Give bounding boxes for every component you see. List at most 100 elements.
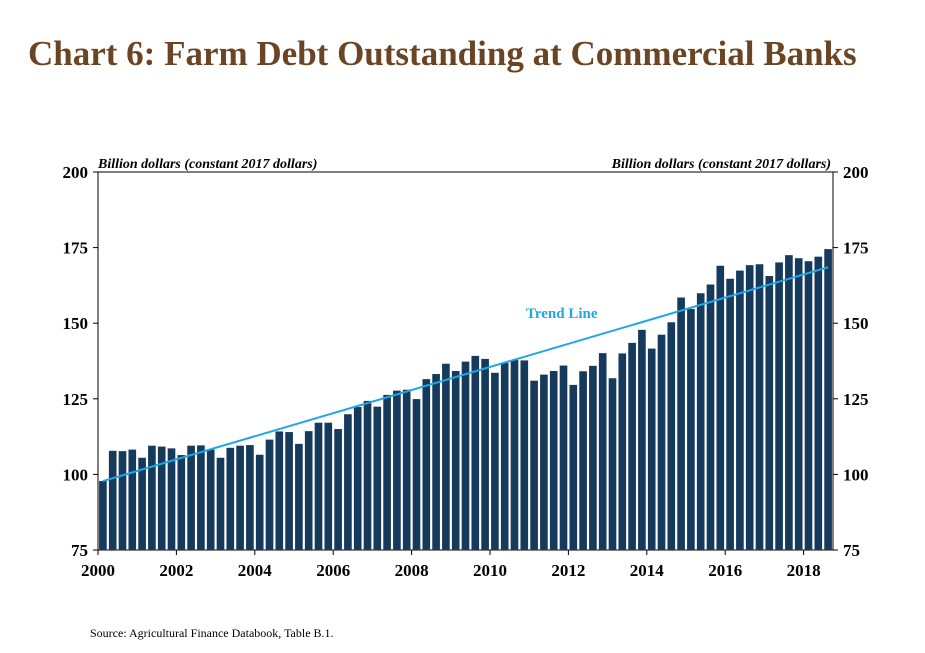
bar bbox=[412, 399, 421, 550]
y-tick-label-left: 200 bbox=[63, 163, 89, 182]
bar bbox=[647, 348, 656, 550]
y-tick-label-left: 100 bbox=[63, 465, 89, 484]
bar bbox=[216, 457, 225, 550]
bar bbox=[383, 394, 391, 550]
bar bbox=[569, 384, 578, 550]
y-tick-label-right: 150 bbox=[843, 314, 869, 333]
bar bbox=[775, 262, 783, 550]
x-tick-label: 2000 bbox=[81, 561, 115, 580]
bar bbox=[148, 445, 156, 550]
bar bbox=[481, 358, 489, 550]
bar bbox=[324, 422, 333, 550]
bar bbox=[461, 361, 470, 550]
bar bbox=[108, 450, 117, 550]
x-tick-label: 2008 bbox=[395, 561, 429, 580]
bar bbox=[716, 265, 725, 550]
bar bbox=[363, 400, 372, 550]
bar bbox=[618, 353, 627, 550]
x-tick-label: 2012 bbox=[551, 561, 585, 580]
bar bbox=[255, 454, 264, 550]
y-tick-label-left: 150 bbox=[63, 314, 89, 333]
trend-line bbox=[102, 266, 829, 483]
y-tick-label-right: 200 bbox=[843, 163, 869, 182]
y-tick-label-right: 175 bbox=[843, 239, 869, 258]
x-tick-label: 2002 bbox=[159, 561, 193, 580]
x-tick-label: 2006 bbox=[316, 561, 350, 580]
bar bbox=[265, 439, 274, 550]
bar bbox=[824, 249, 832, 551]
bar bbox=[334, 429, 342, 550]
bar bbox=[314, 422, 323, 550]
chart-title: Chart 6: Farm Debt Outstanding at Commer… bbox=[28, 34, 857, 73]
bar bbox=[344, 414, 352, 550]
y-tick-label-left: 75 bbox=[71, 541, 88, 560]
bar bbox=[471, 355, 480, 550]
bar bbox=[579, 371, 587, 550]
bar bbox=[530, 380, 538, 550]
bar bbox=[510, 360, 519, 550]
bar bbox=[785, 255, 793, 550]
bar bbox=[559, 365, 568, 550]
bar bbox=[500, 362, 509, 550]
x-tick-label: 2016 bbox=[708, 561, 742, 580]
bar bbox=[442, 363, 450, 550]
bar bbox=[393, 390, 401, 550]
bar bbox=[138, 457, 146, 550]
bar bbox=[226, 447, 235, 550]
bar bbox=[706, 284, 715, 550]
bar bbox=[520, 360, 529, 550]
bar bbox=[373, 406, 382, 550]
bar bbox=[422, 379, 431, 550]
bar bbox=[402, 389, 411, 550]
bar bbox=[638, 329, 646, 550]
x-tick-label: 2010 bbox=[473, 561, 507, 580]
x-tick-label: 2018 bbox=[787, 561, 821, 580]
x-tick-label: 2014 bbox=[630, 561, 665, 580]
bar bbox=[598, 353, 607, 550]
bar bbox=[696, 293, 705, 550]
axis-ticks: 75 75 100 100 125 125 150 150 175 175 200 200 2000 20… bbox=[63, 163, 869, 580]
bar bbox=[667, 322, 676, 550]
bar bbox=[628, 342, 636, 550]
bar bbox=[157, 446, 166, 550]
bar bbox=[118, 451, 127, 550]
bar bbox=[657, 334, 666, 550]
y-tick-label-left: 175 bbox=[63, 239, 89, 258]
y-tick-label-right: 75 bbox=[843, 541, 860, 560]
bar bbox=[236, 445, 244, 550]
bar bbox=[167, 448, 176, 550]
bar bbox=[177, 455, 186, 550]
bar bbox=[353, 406, 362, 550]
x-tick-label: 2004 bbox=[238, 561, 273, 580]
source-note: Source: Agricultural Finance Databook, T… bbox=[90, 626, 334, 640]
bar bbox=[275, 431, 284, 550]
y-tick-label-left: 125 bbox=[63, 390, 89, 409]
bar-series bbox=[99, 249, 832, 551]
right-axis-unit-label: Billion dollars (constant 2017 dollars) bbox=[611, 157, 831, 172]
bar bbox=[745, 265, 754, 550]
y-tick-label-right: 125 bbox=[843, 390, 869, 409]
bar bbox=[755, 264, 764, 550]
bar bbox=[451, 370, 460, 550]
bar bbox=[736, 270, 744, 550]
bar bbox=[295, 443, 303, 550]
bar bbox=[549, 370, 558, 550]
bar bbox=[128, 449, 137, 550]
bar bbox=[99, 481, 107, 550]
y-tick-label-right: 100 bbox=[843, 465, 869, 484]
bar bbox=[814, 256, 823, 550]
bar bbox=[246, 445, 254, 550]
bar bbox=[765, 276, 774, 550]
trend-line-label: Trend Line bbox=[526, 306, 598, 322]
bar bbox=[687, 308, 695, 550]
bar bbox=[726, 278, 734, 550]
bar bbox=[804, 261, 813, 550]
bar bbox=[432, 374, 440, 550]
bar bbox=[794, 258, 803, 550]
bar bbox=[540, 374, 548, 550]
bar bbox=[589, 365, 597, 550]
left-axis-unit-label: Billion dollars (constant 2017 dollars) bbox=[97, 157, 317, 172]
bar bbox=[677, 297, 685, 550]
bar bbox=[197, 445, 205, 550]
